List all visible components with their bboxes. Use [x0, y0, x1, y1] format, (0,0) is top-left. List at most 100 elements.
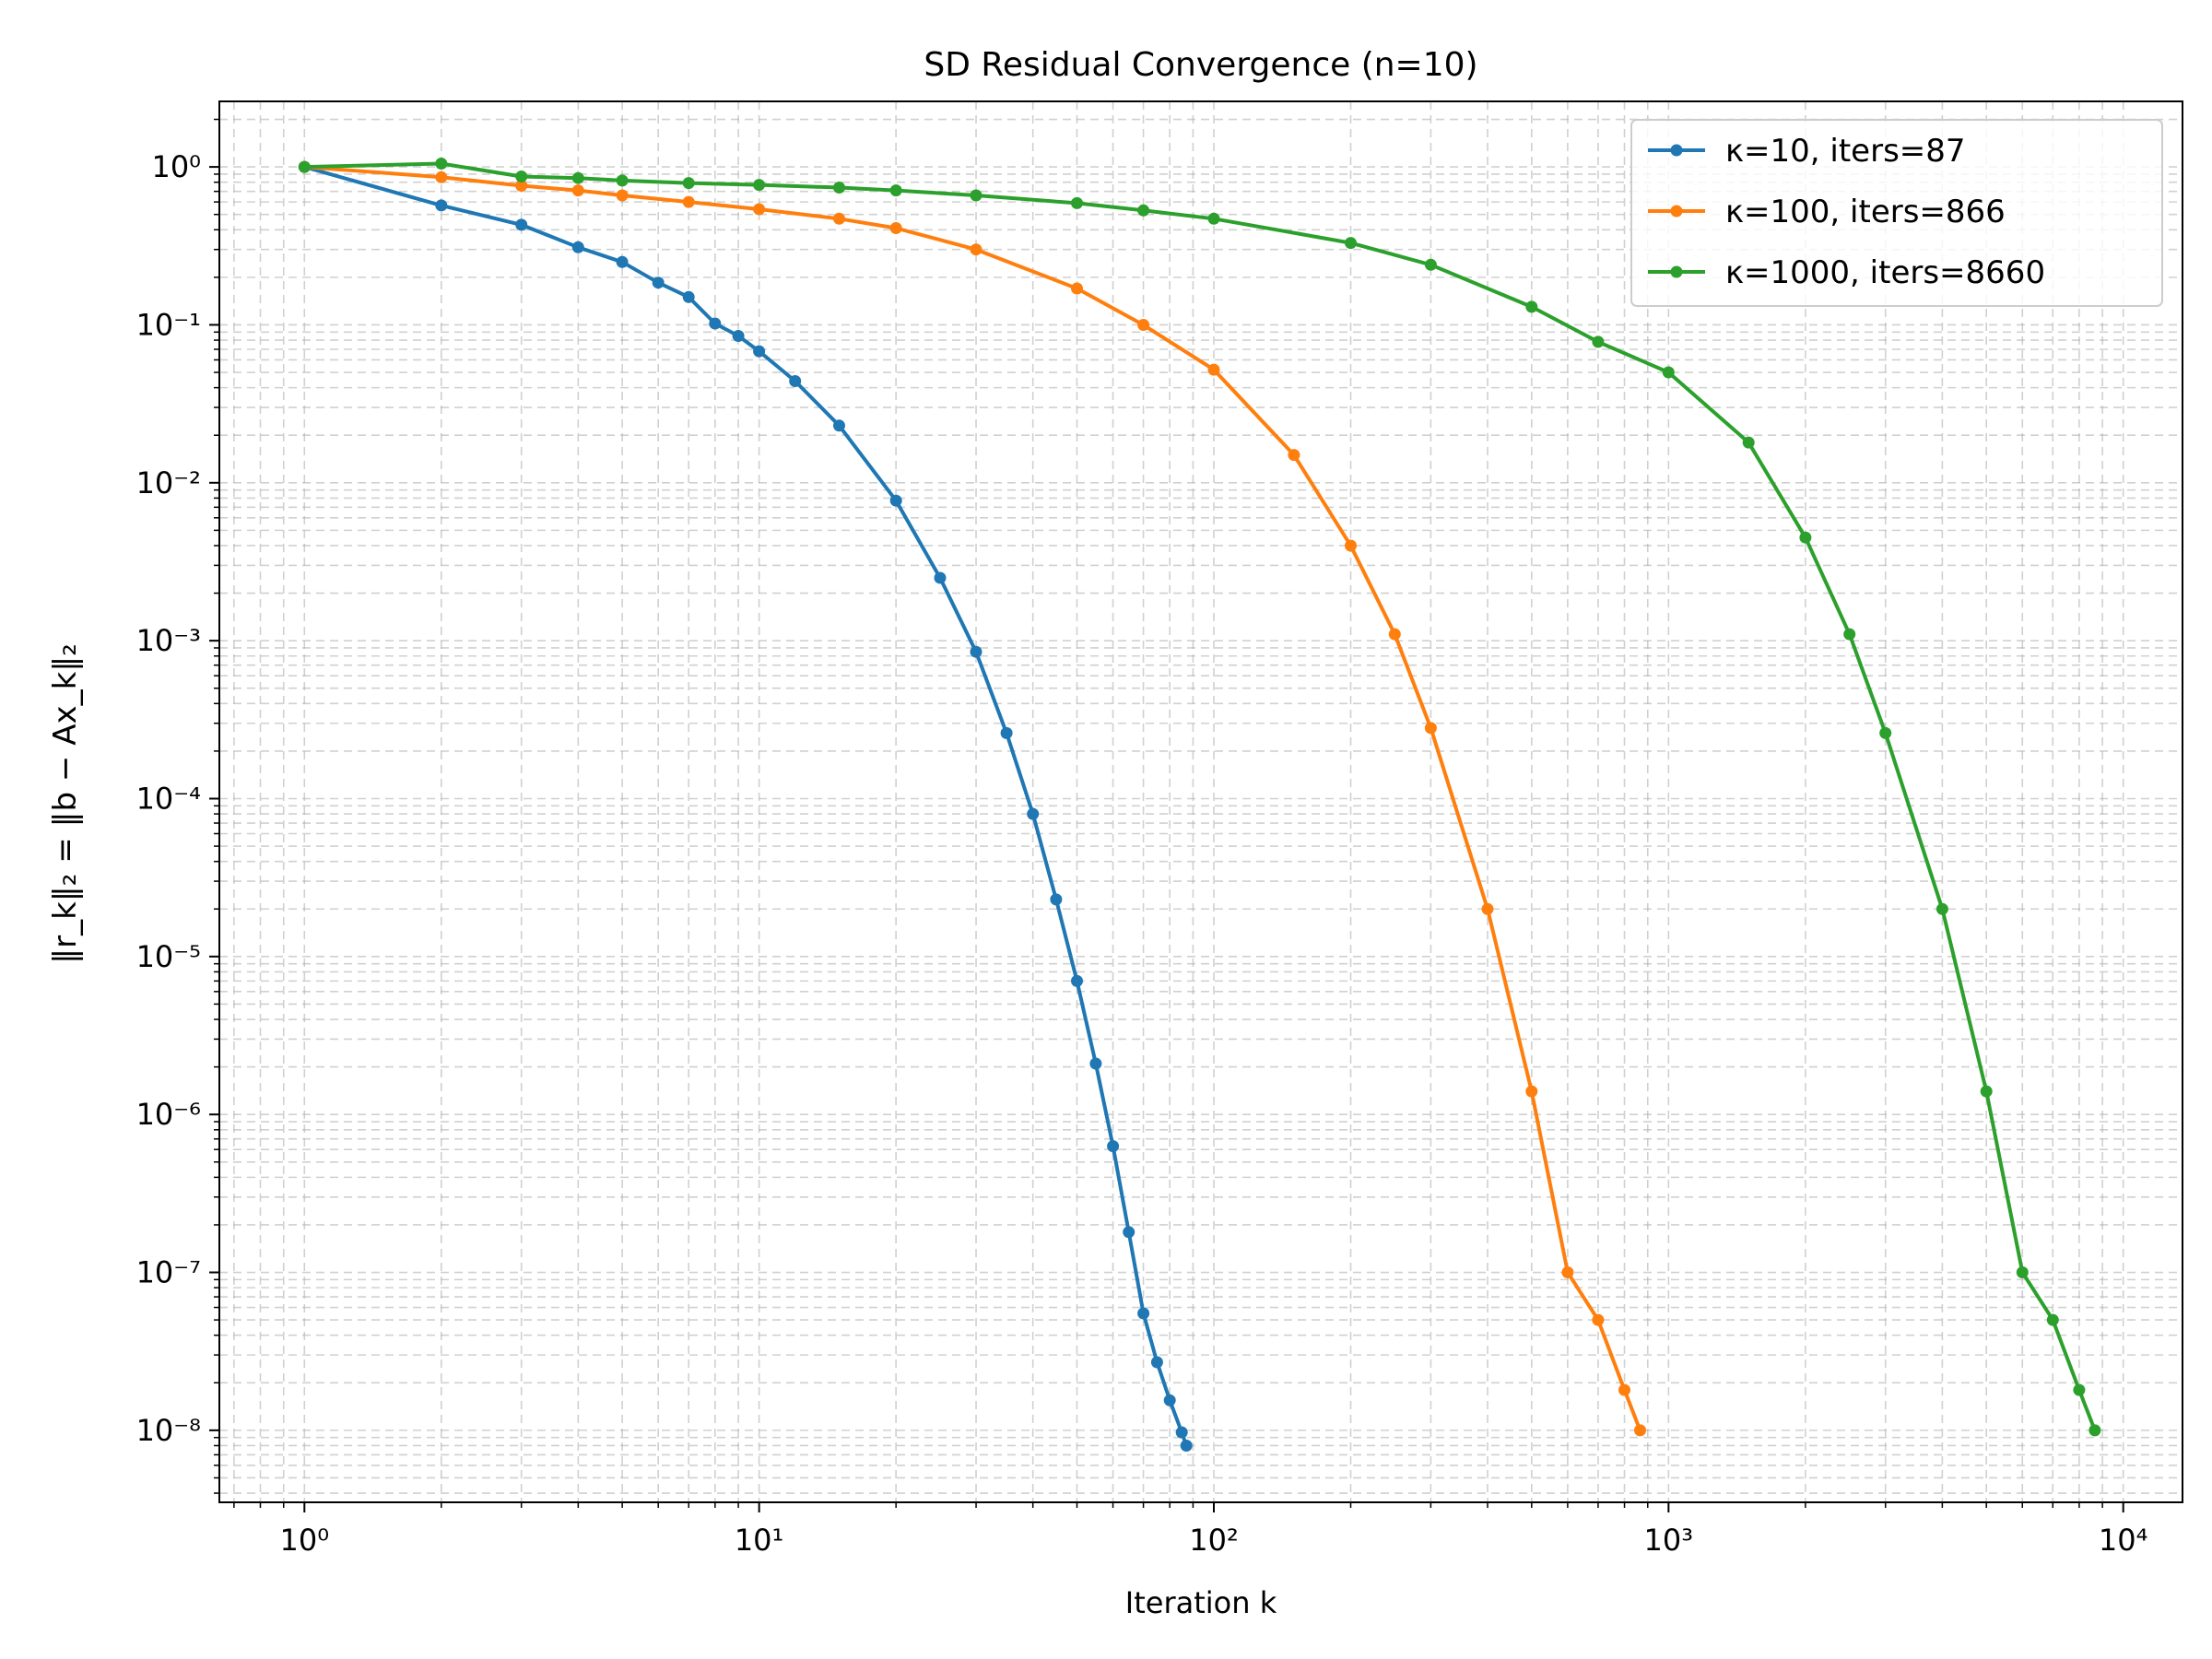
data-point: [1150, 1356, 1163, 1369]
y-tick-label: 10⁻⁴: [136, 782, 201, 817]
data-point: [1207, 363, 1220, 376]
data-point: [889, 222, 902, 234]
data-point: [435, 171, 448, 183]
y-tick-label: 10⁻⁶: [136, 1097, 201, 1132]
data-point: [1662, 366, 1675, 379]
data-point: [1345, 539, 1357, 552]
data-point: [682, 195, 695, 208]
data-point: [889, 184, 902, 197]
x-tick-label: 10³: [1644, 1523, 1694, 1558]
data-point: [970, 243, 982, 256]
data-point: [753, 203, 766, 216]
data-point: [1071, 282, 1083, 295]
legend-label: κ=10, iters=87: [1725, 133, 1966, 170]
data-point: [1561, 1266, 1574, 1278]
data-point: [970, 189, 982, 202]
data-point: [435, 158, 448, 170]
series-3: [298, 158, 2101, 1437]
data-point: [833, 182, 845, 194]
data-point: [1592, 335, 1605, 348]
data-point: [833, 419, 845, 432]
data-point: [1634, 1424, 1646, 1437]
data-point: [1050, 893, 1063, 906]
data-point: [1163, 1394, 1176, 1406]
data-point: [571, 171, 584, 184]
data-point: [2073, 1383, 2086, 1396]
data-point: [1027, 807, 1040, 820]
data-point: [1936, 902, 1948, 915]
y-tick-label: 10⁰: [151, 149, 201, 184]
data-point: [616, 174, 629, 187]
data-point: [1843, 628, 1856, 641]
data-point: [970, 645, 982, 658]
y-tick-label: 10⁻²: [136, 465, 201, 500]
data-point: [1207, 212, 1220, 225]
data-point: [1799, 531, 1812, 544]
series-2: [298, 160, 1646, 1437]
data-point: [1137, 204, 1150, 217]
data-point: [298, 160, 311, 173]
data-point: [1089, 1057, 1102, 1070]
data-point: [1175, 1426, 1188, 1439]
data-point: [833, 212, 845, 225]
x-axis-label: Iteration k: [1125, 1585, 1277, 1620]
data-point: [2016, 1266, 2029, 1278]
data-point: [1071, 196, 1083, 209]
data-point: [435, 199, 448, 212]
legend-swatch-marker: [1670, 265, 1683, 278]
data-point: [1071, 974, 1083, 987]
data-point: [753, 179, 766, 192]
legend-item: κ=100, iters=866: [1648, 194, 2006, 230]
data-point: [2088, 1424, 2101, 1437]
y-tick-label: 10⁻⁷: [136, 1255, 201, 1290]
data-point: [1345, 237, 1357, 250]
series-layer: [298, 158, 2101, 1452]
data-point: [934, 571, 947, 584]
legend-box: [1630, 119, 2163, 307]
data-point: [1424, 722, 1437, 735]
data-point: [652, 276, 665, 289]
data-point: [682, 177, 695, 190]
y-tick-label: 10⁻⁸: [136, 1413, 201, 1448]
data-point: [889, 494, 902, 507]
data-point: [1137, 319, 1150, 331]
data-point: [616, 255, 629, 268]
x-tick-label: 10⁴: [2099, 1523, 2148, 1558]
data-point: [789, 375, 802, 387]
data-point: [2046, 1313, 2059, 1326]
data-point: [682, 290, 695, 303]
data-point: [571, 184, 584, 197]
data-point: [1525, 1085, 1538, 1098]
y-tick-label: 10⁻³: [136, 623, 201, 658]
data-point: [1288, 449, 1300, 462]
x-tick-label: 10⁰: [280, 1523, 330, 1558]
legend-label: κ=1000, iters=8660: [1725, 254, 2045, 291]
series-line: [304, 161, 2097, 1431]
data-point: [616, 189, 629, 202]
data-point: [515, 171, 528, 182]
y-tick-label: 10⁻⁵: [136, 939, 201, 974]
data-point: [1481, 902, 1494, 915]
data-point: [515, 218, 528, 231]
legend-label: κ=100, iters=866: [1725, 194, 2006, 230]
grid: [219, 101, 2183, 1502]
data-point: [1180, 1440, 1193, 1452]
legend-item: κ=10, iters=87: [1648, 133, 1966, 170]
data-point: [753, 345, 766, 358]
data-point: [709, 317, 722, 330]
data-point: [1742, 436, 1755, 449]
plot-frame: [218, 100, 2183, 1503]
legend: κ=10, iters=87 κ=100, iters=866 κ=1000, it…: [1630, 119, 2163, 307]
data-point: [1980, 1085, 1993, 1098]
data-point: [515, 180, 528, 192]
series-1: [298, 160, 1193, 1452]
legend-item: κ=1000, iters=8660: [1648, 254, 2045, 291]
x-tick-label: 10²: [1189, 1523, 1239, 1558]
data-point: [1879, 726, 1892, 739]
legend-swatch-marker: [1670, 144, 1683, 157]
data-point: [1592, 1313, 1605, 1326]
y-axis-label: ‖r_k‖₂ = ‖b − Ax_k‖₂: [47, 643, 84, 964]
data-point: [1618, 1383, 1630, 1396]
data-point: [1424, 258, 1437, 271]
